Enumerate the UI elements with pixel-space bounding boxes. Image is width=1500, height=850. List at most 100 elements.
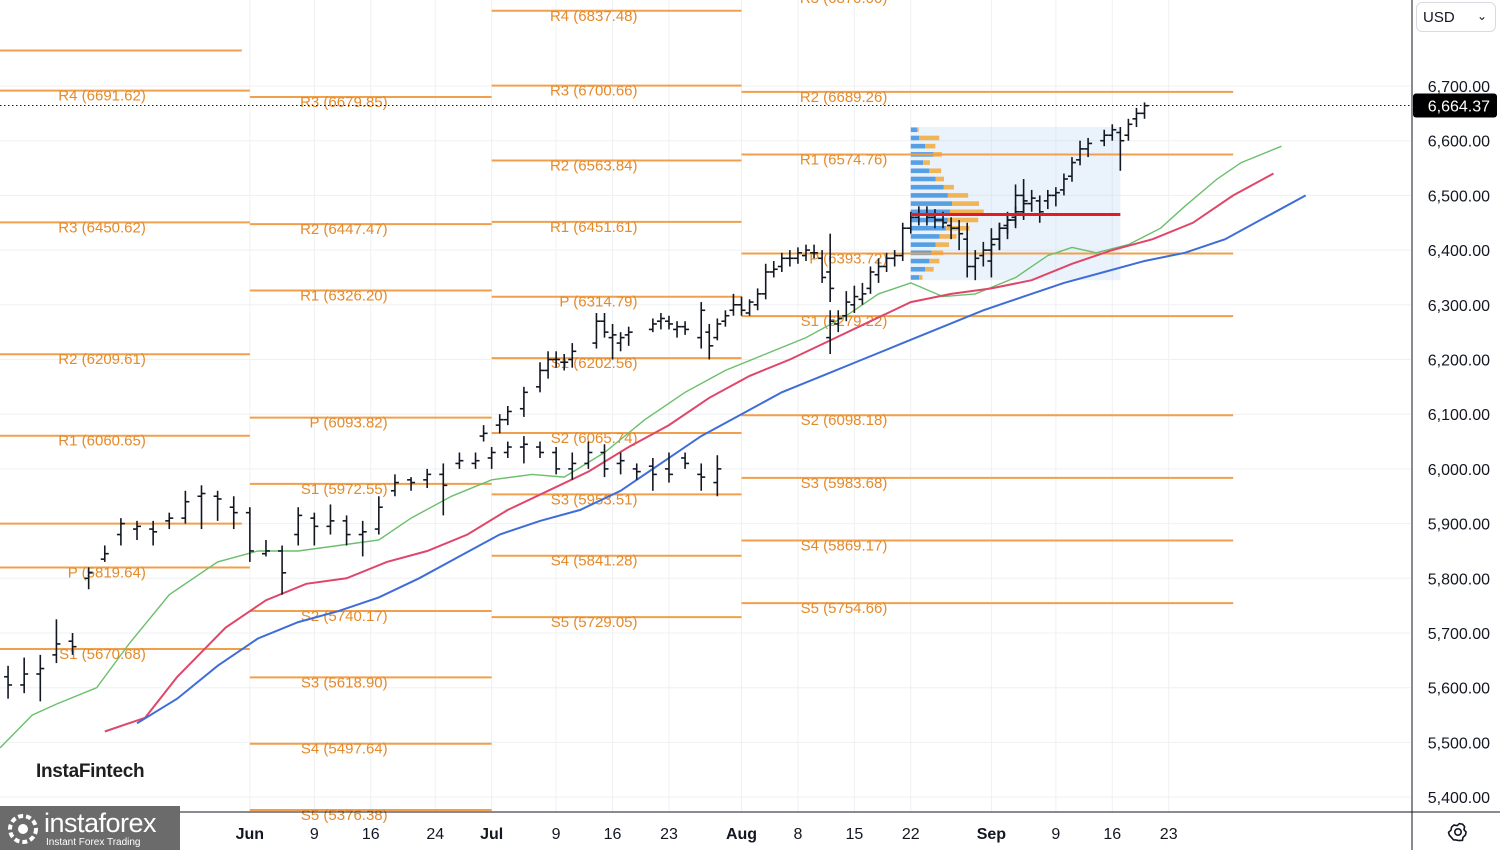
time-tick-label: Aug bbox=[726, 826, 757, 843]
settings-gear-icon[interactable] bbox=[1446, 820, 1470, 844]
pivot-label: R1 (6326.20) bbox=[300, 287, 388, 304]
ohlc-bar bbox=[1003, 214, 1012, 234]
ohlc-bar bbox=[753, 288, 762, 311]
instafintech-watermark: InstaFintech bbox=[28, 755, 153, 789]
ohlc-bar bbox=[616, 332, 625, 352]
volume-bin-up bbox=[910, 234, 940, 239]
time-axis[interactable]: Jun 9 16 24 Jul 9 16 23 Aug 8 15 22 Sep 9 16 23 bbox=[0, 811, 1500, 843]
ohlc-bar bbox=[858, 282, 867, 305]
pivot-label: S5 (5754.66) bbox=[801, 600, 888, 617]
instaforex-tagline: Instant Forex Trading bbox=[46, 837, 141, 848]
price-axis[interactable]: 6,700.00 6,600.00 6,500.00 6,400.00 6,300.00… bbox=[1411, 0, 1497, 850]
ohlc-bar bbox=[681, 452, 690, 469]
ohlc-bar bbox=[560, 354, 569, 371]
pivot-levels: R4 (6691.62) R3 (6450.62) R2 (6209.61) R1 (… bbox=[0, 0, 1234, 824]
ohlc-bar bbox=[342, 515, 351, 546]
pivot-label: S3 (5618.90) bbox=[301, 674, 388, 691]
ohlc-bar bbox=[600, 444, 609, 478]
pivot-label: R3 (6679.85) bbox=[300, 94, 388, 111]
price-tick-label: 6,700.00 bbox=[1428, 79, 1490, 96]
ohlc-bar bbox=[479, 425, 488, 442]
time-tick-label: Sep bbox=[977, 826, 1007, 843]
ohlc-bar bbox=[165, 512, 174, 530]
ohlc-bar bbox=[84, 567, 93, 590]
currency-selector[interactable]: USD ⌄ bbox=[1416, 2, 1496, 32]
ohlc-bar bbox=[729, 293, 738, 316]
time-tick-label: 8 bbox=[793, 826, 802, 843]
ohlc-bar bbox=[979, 241, 988, 267]
volume-bin-up bbox=[910, 184, 944, 190]
ohlc-bar bbox=[810, 244, 819, 259]
volume-bin-down bbox=[929, 258, 940, 264]
ohlc-bar bbox=[374, 496, 383, 535]
pivot-label: R2 (6689.26) bbox=[800, 89, 888, 106]
ohlc-bar bbox=[826, 310, 835, 355]
ohlc-bar bbox=[1132, 107, 1141, 128]
volume-bin-up bbox=[910, 209, 950, 215]
ohlc-bar bbox=[439, 463, 448, 516]
ohlc-bar bbox=[737, 296, 746, 316]
ohlc-bar bbox=[519, 436, 528, 464]
ohlc-bar bbox=[955, 220, 964, 251]
currency-label: USD bbox=[1423, 8, 1455, 26]
ohlc-bar bbox=[995, 222, 1004, 251]
ohlc-bar bbox=[874, 258, 883, 283]
ohlc-bar bbox=[713, 455, 722, 497]
pivot-label: R3 (6700.66) bbox=[550, 83, 638, 100]
ohlc-bar bbox=[818, 250, 827, 283]
ohlc-bar bbox=[705, 323, 714, 360]
volume-bin-up bbox=[910, 135, 920, 141]
ohlc-bar bbox=[1084, 137, 1093, 158]
ohlc-bar bbox=[930, 209, 939, 229]
ohlc-bar bbox=[552, 351, 561, 368]
volume-bin-down bbox=[925, 266, 934, 272]
ohlc-bar bbox=[358, 520, 367, 557]
price-tick-label: 5,500.00 bbox=[1428, 735, 1490, 752]
ohlc-bar bbox=[519, 386, 528, 417]
time-tick-label: 22 bbox=[902, 826, 920, 843]
pivot-label: P (6093.82) bbox=[310, 415, 388, 432]
pivot-label: R1 (6574.76) bbox=[800, 152, 888, 169]
price-tick-label: 6,400.00 bbox=[1428, 243, 1490, 260]
pivot-label: R1 (6060.65) bbox=[58, 433, 146, 450]
moving-average-line bbox=[136, 194, 1307, 725]
volume-bin-down bbox=[949, 209, 984, 215]
pivot-label: R1 (6451.61) bbox=[550, 219, 638, 236]
volume-bin-up bbox=[910, 160, 924, 165]
pivot-label: P (6314.79) bbox=[559, 294, 637, 311]
pivot-label: R2 (6563.84) bbox=[550, 157, 638, 174]
ohlc-bar bbox=[278, 545, 287, 595]
pivot-label: R3 (6870.00) bbox=[800, 0, 888, 7]
ohlc-bar bbox=[1059, 173, 1068, 196]
ohlc-bar bbox=[1067, 157, 1076, 182]
ohlc-bar bbox=[310, 512, 319, 546]
ohlc-bar bbox=[1011, 184, 1020, 226]
ohlc-bar bbox=[552, 447, 561, 475]
ohlc-bar bbox=[536, 362, 545, 393]
price-tick-label: 5,700.00 bbox=[1428, 626, 1490, 643]
ohlc-bar bbox=[600, 313, 609, 338]
current-price-label: 6,664.37 bbox=[1428, 98, 1490, 115]
ohlc-bar bbox=[1076, 140, 1085, 166]
chevron-down-icon: ⌄ bbox=[1476, 9, 1487, 23]
ohlc-bar bbox=[842, 291, 851, 322]
ohlc-bar bbox=[826, 233, 835, 303]
pivot-label: S2 (6098.18) bbox=[801, 412, 888, 429]
ohlc-bar bbox=[592, 313, 601, 349]
ohlc-bar bbox=[890, 250, 899, 267]
time-tick-label: 24 bbox=[426, 826, 444, 843]
ohlc-bar bbox=[568, 452, 577, 480]
time-tick-label: 9 bbox=[552, 826, 561, 843]
pivot-label: S3 (5983.68) bbox=[801, 475, 888, 492]
volume-bin-down bbox=[939, 234, 957, 239]
volume-bin-up bbox=[910, 127, 917, 133]
pivot-label: S2 (5740.17) bbox=[301, 608, 388, 625]
moving-average-line bbox=[0, 145, 1282, 749]
time-tick-label: 9 bbox=[310, 826, 319, 843]
pivot-label: S4 (5497.64) bbox=[301, 741, 388, 758]
ohlc-bar bbox=[1027, 189, 1036, 212]
chart-grid bbox=[0, 0, 1411, 812]
ohlc-bar bbox=[20, 657, 29, 694]
ohlc-bar bbox=[947, 217, 956, 240]
